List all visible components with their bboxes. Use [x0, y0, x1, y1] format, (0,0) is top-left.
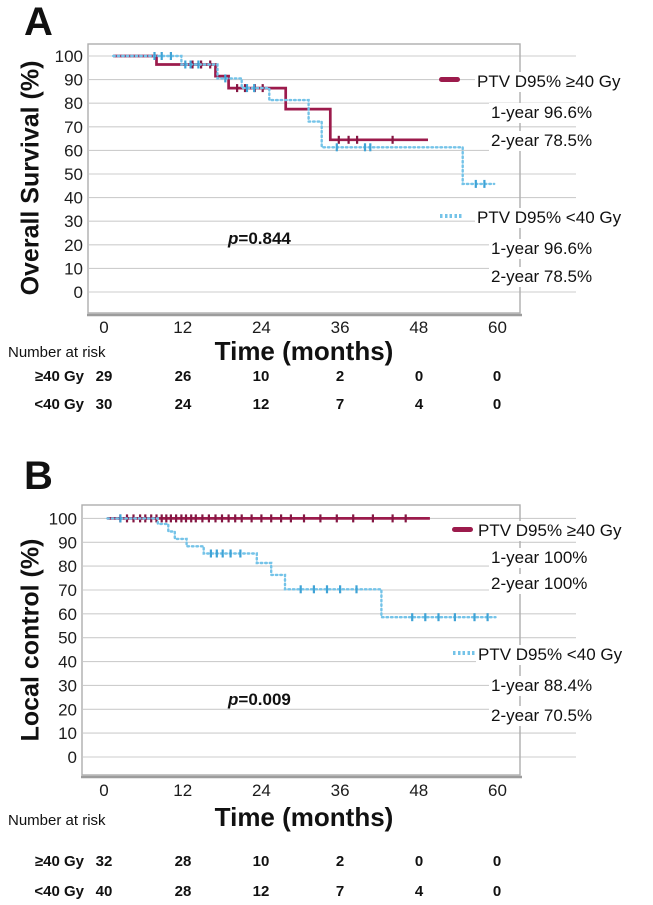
p-value-text: =0.844: [238, 229, 291, 248]
km-curve-dotted: [106, 517, 497, 619]
panel-b-letter: B: [24, 454, 53, 498]
risk-value: 2: [335, 853, 345, 870]
risk-value: 0: [492, 368, 502, 385]
km-curve-dotted: [112, 54, 496, 186]
y-tick-label: 40: [64, 189, 83, 208]
panel-a-legend-group2-1yr: 1-year 96.6%: [489, 239, 595, 259]
x-tick-label: 36: [331, 318, 350, 337]
p-symbol: p: [228, 229, 239, 248]
x-tick-label: 0: [99, 318, 108, 337]
y-tick-label: 100: [49, 509, 77, 528]
risk-value: 4: [414, 396, 424, 413]
panel-b-risk-row2-label: <40 Gy: [34, 883, 84, 900]
risk-value: 0: [414, 368, 424, 385]
y-tick-label: 70: [64, 118, 83, 137]
y-tick-label: 20: [64, 236, 83, 255]
x-tick-label: 0: [99, 781, 108, 800]
panel-b-p-value: p=0.009: [228, 690, 291, 710]
panel-b-legend-group2-2yr: 2-year 70.5%: [489, 706, 595, 726]
panel-b-risk-row1-label: ≥40 Gy: [34, 853, 84, 870]
y-tick-label: 90: [64, 71, 83, 90]
risk-value: 30: [95, 396, 113, 413]
panel-a-legend-group1-2yr: 2-year 78.5%: [489, 131, 595, 151]
risk-value: 10: [252, 853, 270, 870]
y-tick-label: 50: [64, 165, 83, 184]
x-tick-label: 60: [488, 318, 507, 337]
risk-value: 28: [174, 883, 192, 900]
panel-b-y-axis-title: Local control (%): [16, 538, 45, 742]
plot-frame: [81, 504, 521, 776]
y-tick-label: 70: [58, 581, 77, 600]
panel-a-y-axis-title: Overall Survival (%): [16, 60, 45, 296]
x-tick-label: 48: [409, 781, 428, 800]
x-tick-label: 48: [409, 318, 428, 337]
panel-b-legend-group2-1yr: 1-year 88.4%: [489, 676, 595, 696]
y-tick-label: 60: [58, 605, 77, 624]
legend-marker-dotted-blue: [440, 214, 462, 218]
legend-marker-dotted-blue: [453, 651, 475, 655]
y-tick-label: 10: [64, 259, 83, 278]
y-tick-label: 30: [64, 212, 83, 231]
plot-frame: [87, 43, 521, 314]
panel-a-legend-group2-2yr: 2-year 78.5%: [489, 267, 595, 287]
legend-marker-solid-red: [452, 527, 473, 532]
x-tick-label: 12: [173, 781, 192, 800]
risk-value: 0: [492, 853, 502, 870]
panel-a-risk-row2-label: <40 Gy: [34, 396, 84, 413]
y-tick-label: 40: [58, 653, 77, 672]
y-tick-label: 100: [55, 47, 83, 66]
panel-b-legend-group1-label: PTV D95% ≥40 Gy: [476, 521, 624, 541]
km-curve-solid: [113, 54, 428, 142]
risk-value: 32: [95, 853, 113, 870]
risk-value: 0: [492, 396, 502, 413]
risk-value: 0: [414, 853, 424, 870]
y-tick-label: 50: [58, 629, 77, 648]
panel-b-legend-group1-1yr: 1-year 100%: [489, 548, 590, 568]
risk-value: 4: [414, 883, 424, 900]
panel-a-x-axis-title: Time (months): [214, 336, 394, 366]
x-tick-label: 24: [252, 781, 271, 800]
p-value-text: =0.009: [238, 690, 291, 709]
y-tick-label: 60: [64, 141, 83, 160]
panel-a-letter: A: [24, 0, 53, 44]
risk-value: 0: [492, 883, 502, 900]
legend-marker-solid-red: [439, 77, 460, 82]
risk-value: 26: [174, 368, 192, 385]
y-tick-label: 80: [64, 94, 83, 113]
risk-value: 40: [95, 883, 113, 900]
y-tick-label: 90: [58, 533, 77, 552]
x-tick-label: 12: [173, 318, 192, 337]
panel-a-number-at-risk-title: Number at risk: [8, 344, 106, 361]
y-tick-label: 0: [74, 283, 83, 302]
panel-b-number-at-risk-title: Number at risk: [8, 812, 106, 829]
y-tick-label: 20: [58, 700, 77, 719]
y-tick-label: 30: [58, 676, 77, 695]
x-tick-label: 24: [252, 318, 271, 337]
x-tick-label: 60: [488, 781, 507, 800]
risk-value: 2: [335, 368, 345, 385]
risk-value: 7: [335, 396, 345, 413]
risk-value: 7: [335, 883, 345, 900]
panel-a-legend-group2-label: PTV D95% <40 Gy: [475, 208, 624, 228]
risk-value: 12: [252, 883, 270, 900]
x-tick-label: 36: [331, 781, 350, 800]
y-tick-label: 0: [68, 748, 77, 767]
risk-value: 10: [252, 368, 270, 385]
panel-b-x-axis-title: Time (months): [214, 802, 394, 832]
panel-a-legend-group1-1yr: 1-year 96.6%: [489, 103, 595, 123]
p-symbol: p: [228, 690, 239, 709]
risk-value: 29: [95, 368, 113, 385]
panel-a-p-value: p=0.844: [228, 229, 291, 249]
risk-value: 24: [174, 396, 192, 413]
panel-b-legend-group2-label: PTV D95% <40 Gy: [476, 645, 625, 665]
panel-a-legend-group1-label: PTV D95% ≥40 Gy: [475, 72, 623, 92]
y-tick-label: 80: [58, 557, 77, 576]
y-tick-label: 10: [58, 724, 77, 743]
risk-value: 28: [174, 853, 192, 870]
panel-b-legend-group1-2yr: 2-year 100%: [489, 574, 590, 594]
risk-value: 12: [252, 396, 270, 413]
panel-a-risk-row1-label: ≥40 Gy: [34, 368, 84, 385]
